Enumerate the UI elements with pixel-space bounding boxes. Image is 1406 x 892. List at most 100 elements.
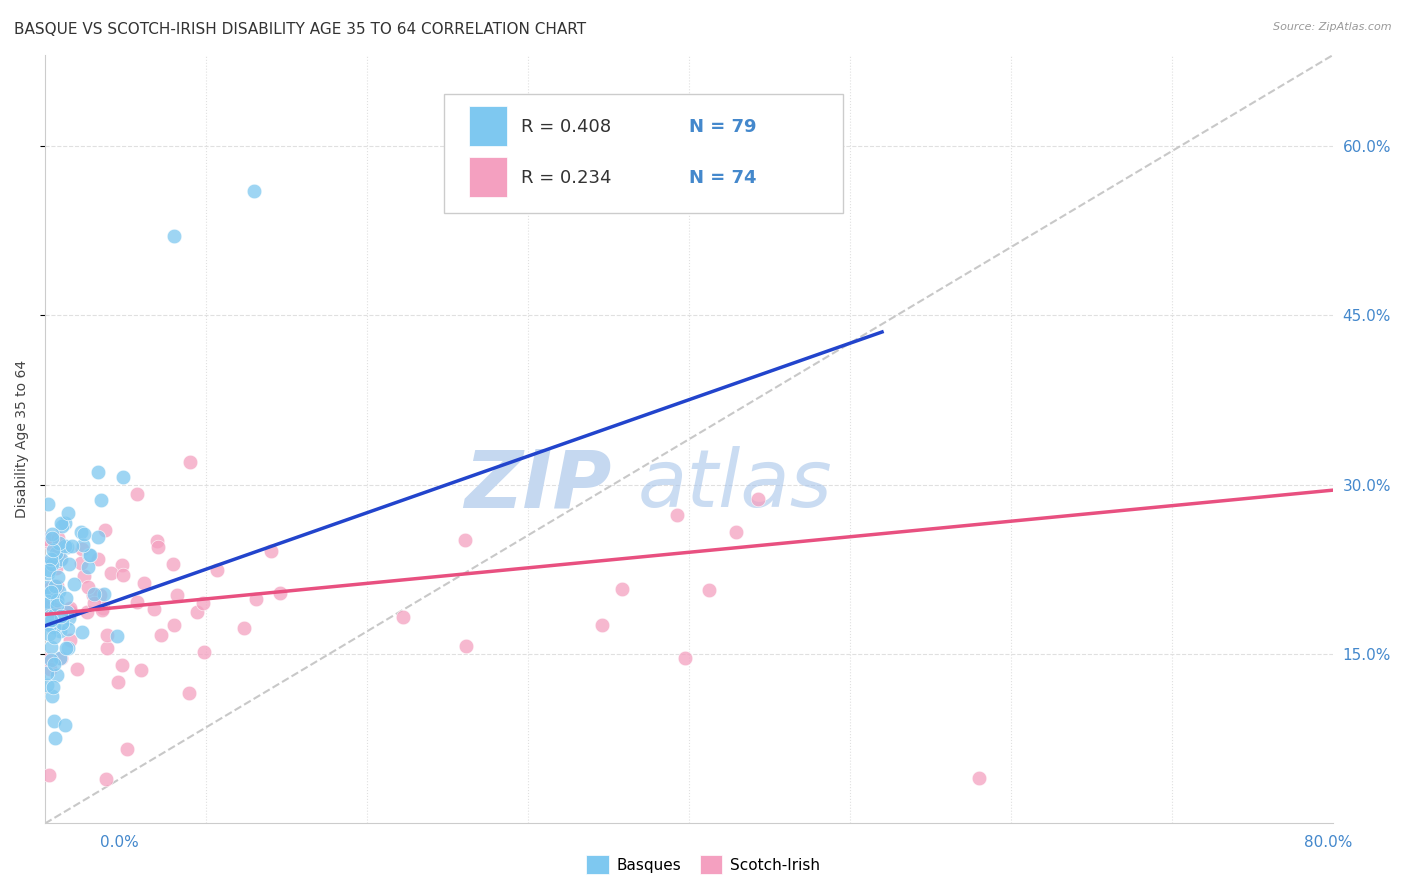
- Point: [38, 618, 60, 632]
- Point: [51, 609, 73, 624]
- Point: [58, 611, 80, 625]
- Point: [58, 558, 80, 572]
- Point: [747, 492, 769, 507]
- Point: [73, 527, 96, 541]
- Text: Source: ZipAtlas.com: Source: ZipAtlas.com: [1274, 22, 1392, 32]
- Point: [193, 645, 215, 659]
- Point: [454, 533, 477, 547]
- Point: [39, 556, 62, 570]
- Point: [38, 596, 60, 610]
- Point: [697, 582, 720, 597]
- Point: [89, 588, 111, 602]
- Point: [193, 596, 215, 610]
- Point: [41, 585, 63, 599]
- Point: [55, 539, 77, 553]
- Point: [91, 603, 114, 617]
- Point: [112, 470, 135, 484]
- Point: [90, 492, 112, 507]
- Point: [70, 525, 93, 540]
- Point: [37, 497, 59, 511]
- Point: [42, 657, 65, 671]
- Point: [245, 592, 267, 607]
- Point: [55, 605, 77, 619]
- Point: [76, 581, 98, 595]
- Point: [129, 663, 152, 677]
- Point: [39, 611, 62, 625]
- Point: [146, 533, 169, 548]
- Point: [56, 623, 79, 637]
- Bar: [468, 157, 508, 197]
- Point: [37, 533, 59, 547]
- Point: [105, 629, 128, 643]
- Point: [38, 627, 60, 641]
- Point: [111, 567, 134, 582]
- Point: [243, 184, 266, 198]
- Text: 0.0%: 0.0%: [100, 836, 139, 850]
- Point: [45, 611, 67, 625]
- Point: [77, 549, 100, 563]
- Point: [38, 768, 60, 782]
- Point: [49, 624, 72, 638]
- Point: [69, 556, 91, 570]
- Point: [58, 603, 80, 617]
- Text: BASQUE VS SCOTCH-IRISH DISABILITY AGE 35 TO 64 CORRELATION CHART: BASQUE VS SCOTCH-IRISH DISABILITY AGE 35…: [14, 22, 586, 37]
- Point: [91, 600, 114, 615]
- Point: [51, 518, 73, 533]
- Point: [59, 601, 82, 615]
- Point: [82, 588, 104, 602]
- Point: [725, 524, 748, 539]
- Point: [149, 627, 172, 641]
- Point: [665, 508, 688, 522]
- Point: [179, 454, 201, 468]
- Point: [41, 531, 63, 545]
- Text: N = 74: N = 74: [689, 169, 756, 187]
- Point: [110, 657, 132, 672]
- Point: [55, 541, 77, 555]
- Point: [53, 516, 76, 530]
- Point: [56, 506, 79, 520]
- Point: [39, 662, 62, 676]
- Point: [111, 558, 134, 572]
- Point: [87, 530, 110, 544]
- Point: [39, 537, 62, 551]
- Point: [37, 566, 59, 580]
- Point: [46, 592, 69, 607]
- Point: [41, 680, 63, 694]
- Point: [41, 613, 63, 627]
- Point: [146, 540, 169, 554]
- Point: [39, 653, 62, 667]
- Point: [39, 581, 62, 595]
- Point: [87, 465, 110, 479]
- Point: [163, 228, 186, 243]
- Point: [93, 587, 115, 601]
- Point: [35, 678, 58, 692]
- Point: [39, 552, 62, 566]
- Text: N = 79: N = 79: [689, 118, 756, 136]
- Point: [46, 569, 69, 583]
- Point: [63, 576, 86, 591]
- Point: [38, 586, 60, 600]
- Legend: Basques, Scotch-Irish: Basques, Scotch-Irish: [579, 849, 827, 880]
- Point: [35, 580, 58, 594]
- Point: [179, 686, 201, 700]
- Point: [60, 539, 83, 553]
- Point: [38, 562, 60, 576]
- Point: [53, 717, 76, 731]
- Text: atlas: atlas: [637, 446, 832, 524]
- Point: [93, 523, 115, 537]
- Point: [41, 527, 63, 541]
- Point: [38, 609, 60, 624]
- Point: [610, 582, 633, 596]
- Point: [38, 652, 60, 666]
- Point: [115, 742, 138, 756]
- Point: [45, 579, 67, 593]
- Point: [41, 640, 63, 654]
- Point: [233, 621, 256, 635]
- Point: [48, 584, 70, 599]
- Point: [41, 557, 63, 571]
- Point: [42, 630, 65, 644]
- Point: [45, 546, 67, 560]
- Point: [591, 618, 613, 632]
- Point: [125, 594, 148, 608]
- Text: R = 0.408: R = 0.408: [522, 118, 612, 136]
